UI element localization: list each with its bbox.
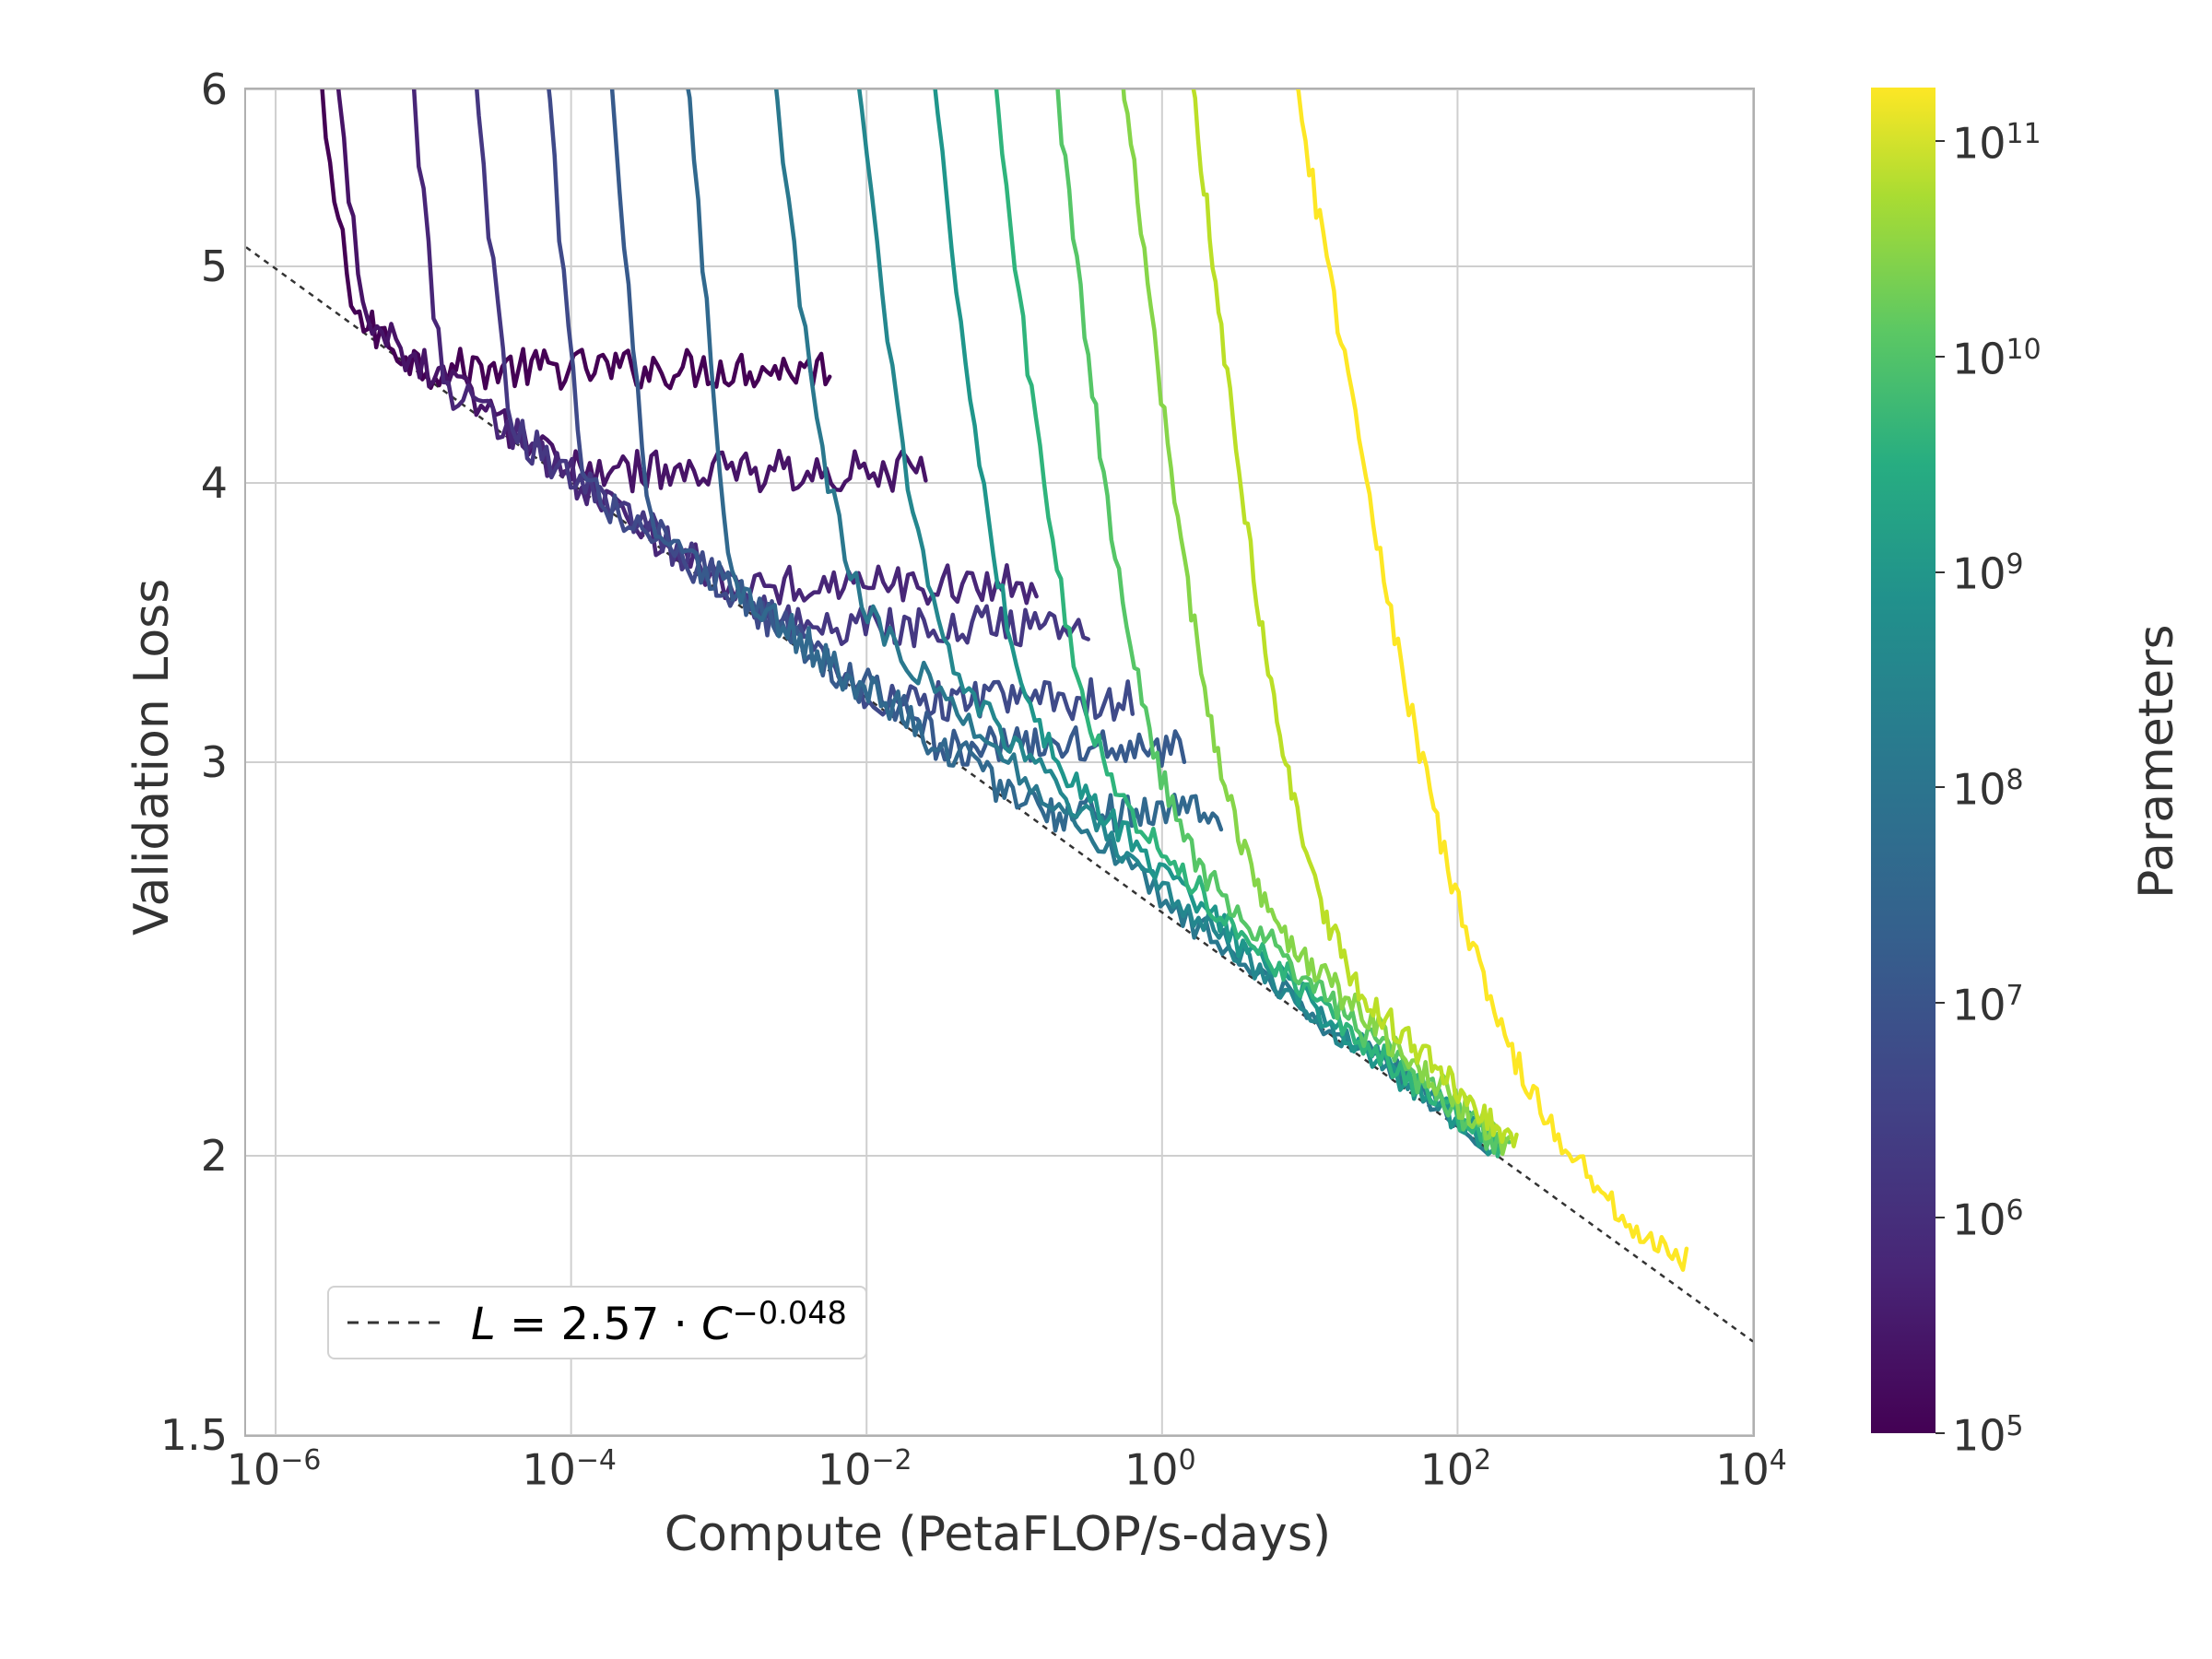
x-tick-label: 102 — [1420, 1444, 1492, 1494]
colorbar-tick-label: 105 — [1952, 1410, 2024, 1460]
x-tick-label: 10−6 — [227, 1444, 322, 1494]
colorbar-tick — [1936, 140, 1945, 142]
x-axis-label: Compute (PetaFLOP/s-days) — [665, 1507, 1331, 1562]
colorbar-tick-label: 1011 — [1952, 118, 2041, 168]
legend-formula: L = 2.57 · C−0.048 — [471, 1295, 847, 1350]
legend-line-icon — [347, 1309, 449, 1336]
colorbar-tick-label: 108 — [1952, 764, 2024, 814]
legend: L = 2.57 · C−0.048 — [327, 1286, 867, 1359]
x-tick-label: 10−2 — [818, 1444, 912, 1494]
x-tick-label: 100 — [1124, 1444, 1196, 1494]
y-tick-label: 2 — [201, 1131, 228, 1181]
colorbar-tick-label: 106 — [1952, 1194, 2024, 1244]
y-tick-label: 1.5 — [160, 1410, 228, 1460]
colorbar-tick — [1936, 1432, 1945, 1434]
colorbar-gradient — [1871, 88, 1936, 1433]
colorbar-tick — [1936, 1217, 1945, 1218]
colorbar-tick — [1936, 571, 1945, 573]
colorbar-tick — [1936, 1002, 1945, 1004]
y-tick-label: 5 — [201, 241, 228, 291]
chart-svg — [246, 89, 1753, 1435]
y-tick-label: 4 — [201, 458, 228, 508]
chart-axes — [244, 88, 1755, 1437]
x-tick-label: 104 — [1715, 1444, 1787, 1494]
y-tick-label: 6 — [201, 65, 228, 114]
figure: Validation Loss Compute (PetaFLOP/s-days… — [0, 0, 2212, 1659]
y-tick-label: 3 — [201, 737, 228, 787]
colorbar-tick — [1936, 356, 1945, 358]
colorbar-label: Parameters — [2129, 624, 2184, 899]
colorbar — [1871, 88, 1936, 1433]
x-tick-label: 10−4 — [522, 1444, 617, 1494]
colorbar-tick — [1936, 786, 1945, 788]
colorbar-tick-label: 107 — [1952, 980, 2024, 1030]
y-axis-label: Validation Loss — [124, 579, 180, 935]
colorbar-tick-label: 1010 — [1952, 334, 2041, 383]
colorbar-tick-label: 109 — [1952, 548, 2024, 598]
